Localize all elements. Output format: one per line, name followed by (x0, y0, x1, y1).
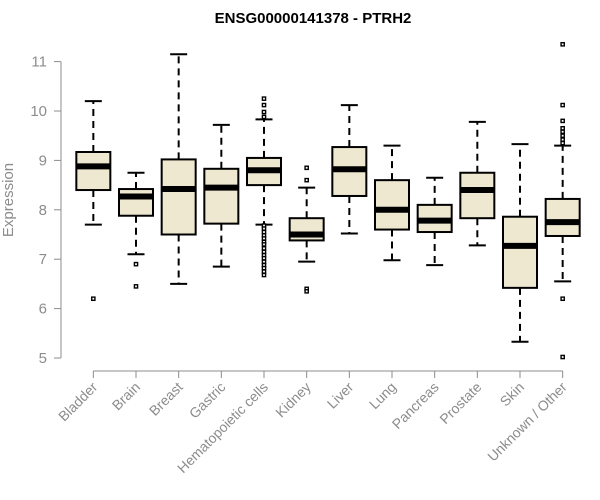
outlier-point (304, 177, 309, 183)
box-group-breast (160, 53, 197, 285)
box-iqr (160, 158, 197, 236)
outlier-point (560, 140, 565, 146)
box-group-hematopoietic-cells (246, 96, 282, 278)
outlier-point (261, 272, 267, 278)
outlier-point (261, 242, 267, 247)
outlier-point (261, 236, 267, 241)
y-tick-label: 9 (39, 152, 47, 169)
outlier-point (261, 249, 267, 255)
outlier-point (261, 269, 267, 274)
x-tick-label: Liver (324, 379, 357, 412)
outlier-point (133, 284, 139, 289)
outlier-point (560, 354, 565, 360)
y-tick-label: 8 (39, 202, 47, 219)
y-tick-label: 6 (39, 301, 47, 318)
outlier-point (261, 255, 267, 261)
box-iqr (203, 167, 240, 225)
box-iqr (75, 151, 112, 192)
box-group-skin (502, 143, 538, 343)
outlier-point (304, 165, 309, 171)
x-tick-label: Lung (366, 379, 399, 412)
outlier-point (261, 259, 267, 264)
y-axis: 5 6 7 8 9 10 11 (30, 54, 62, 367)
box-iqr (502, 215, 538, 289)
box-group-unknown-other (544, 42, 581, 360)
y-tick-label: 5 (39, 350, 47, 367)
outlier-point (560, 102, 565, 108)
y-tick-label: 7 (39, 251, 47, 268)
outlier-point (261, 109, 267, 115)
outlier-point (261, 226, 267, 231)
outlier-point (304, 289, 309, 294)
box-group-brain (118, 171, 154, 289)
outlier-point (261, 96, 267, 101)
x-tick-label: Gastric (186, 379, 229, 422)
outlier-point (261, 265, 267, 271)
y-axis-label: Expression (0, 163, 17, 237)
box-iqr (118, 188, 154, 217)
outlier-point (261, 229, 267, 235)
outlier-point (560, 296, 565, 302)
x-tick-label: Prostate (436, 379, 484, 427)
outlier-point (560, 133, 565, 139)
box-group-gastric (203, 123, 240, 268)
x-tick-label: Skin (497, 379, 528, 410)
x-tick-label: Breast (146, 379, 186, 419)
box-iqr (374, 179, 410, 231)
chart-title: ENSG00000141378 - PTRH2 (215, 10, 412, 27)
box-iqr (544, 197, 581, 237)
outlier-point (560, 125, 565, 131)
outlier-point (261, 102, 267, 108)
outlier-point (560, 118, 565, 124)
box-group-pancreas (416, 176, 453, 267)
box-group-bladder (75, 100, 112, 302)
x-tick-label: Unknown / Other (484, 379, 570, 465)
box-group-lung (374, 144, 410, 262)
outlier-point (560, 137, 565, 142)
outlier-point (261, 114, 267, 120)
box-group-kidney (288, 165, 325, 294)
box-group-prostate (459, 120, 496, 247)
box-iqr (459, 171, 496, 220)
outlier-point (91, 296, 96, 302)
outlier-point (133, 261, 139, 267)
y-tick-label: 10 (30, 103, 47, 120)
box-group-liver (331, 104, 368, 235)
outlier-point (560, 42, 565, 47)
boxes-layer (75, 42, 581, 360)
outlier-point (560, 129, 565, 135)
x-tick-label: Kidney (272, 379, 314, 421)
x-tick-label: Pancreas (389, 379, 442, 432)
x-tick-label: Brain (109, 379, 143, 413)
outlier-point (261, 246, 267, 251)
y-tick-label: 11 (31, 54, 47, 71)
x-tick-label: Bladder (55, 379, 101, 425)
